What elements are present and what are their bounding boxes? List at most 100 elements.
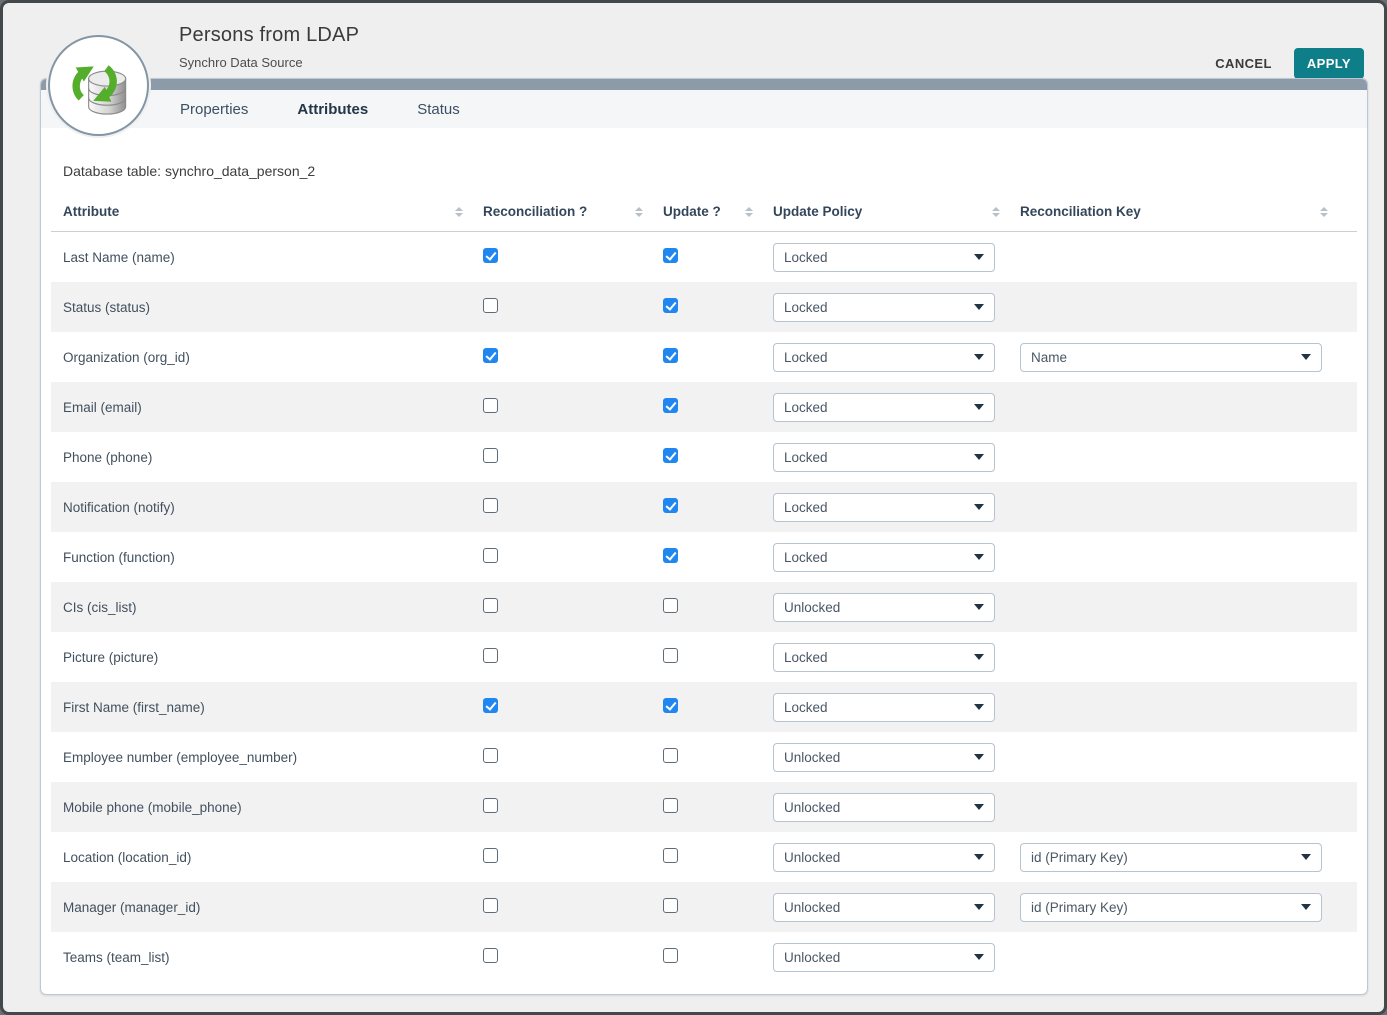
update-checkbox[interactable] [663,498,678,513]
sort-icon[interactable] [1318,205,1330,219]
update-policy-select[interactable]: Unlocked [773,792,995,822]
update-cell [651,548,761,566]
update-cell [651,348,761,366]
update-checkbox[interactable] [663,798,678,813]
update-checkbox[interactable] [663,948,678,963]
table-row: Notification (notify) Locked [51,482,1357,532]
update-policy-select[interactable]: Unlocked [773,842,995,872]
update-policy-select[interactable]: Unlocked [773,742,995,772]
update-policy-select[interactable]: Unlocked [773,892,995,922]
tab-accent-bar [41,79,1367,90]
update-checkbox[interactable] [663,348,678,363]
reconciliation-checkbox[interactable] [483,798,498,813]
reconciliation-checkbox[interactable] [483,448,498,463]
update-checkbox[interactable] [663,598,678,613]
reconciliation-checkbox[interactable] [483,648,498,663]
update-policy-cell: Locked [761,242,1008,272]
chevron-down-icon [974,504,984,510]
apply-button[interactable]: APPLY [1293,48,1364,79]
chevron-down-icon [974,554,984,560]
reconciliation-key-select[interactable]: id (Primary Key) [1020,892,1322,922]
update-policy-select[interactable]: Locked [773,642,995,672]
update-checkbox[interactable] [663,248,678,263]
reconciliation-cell [471,898,651,916]
reconciliation-checkbox[interactable] [483,898,498,913]
reconciliation-cell [471,248,651,266]
attribute-name: Function (function) [63,549,175,565]
chevron-down-icon [974,704,984,710]
attribute-name: Location (location_id) [63,849,192,865]
update-policy-value: Locked [784,299,828,315]
attribute-name: Manager (manager_id) [63,899,201,915]
table-row: Teams (team_list) Unlocked [51,932,1357,982]
reconciliation-checkbox[interactable] [483,598,498,613]
update-policy-cell: Locked [761,492,1008,522]
database-sync-icon [71,64,126,115]
tab-attributes[interactable]: Attributes [297,101,369,118]
update-policy-select[interactable]: Locked [773,442,995,472]
reconciliation-key-select[interactable]: Name [1020,342,1322,372]
update-policy-select[interactable]: Unlocked [773,592,995,622]
reconciliation-checkbox[interactable] [483,348,498,363]
chevron-down-icon [974,454,984,460]
chevron-down-icon [974,854,984,860]
reconciliation-cell [471,848,651,866]
chevron-down-icon [974,354,984,360]
sort-icon[interactable] [633,205,645,219]
reconciliation-checkbox[interactable] [483,748,498,763]
reconciliation-cell [471,548,651,566]
update-policy-select[interactable]: Locked [773,292,995,322]
reconciliation-cell [471,498,651,516]
reconciliation-checkbox[interactable] [483,248,498,263]
update-policy-select[interactable]: Locked [773,342,995,372]
update-policy-value: Locked [784,399,828,415]
update-checkbox[interactable] [663,748,678,763]
main-panel: Properties Attributes Status Database ta… [40,78,1368,995]
update-policy-select[interactable]: Unlocked [773,942,995,972]
sort-icon[interactable] [453,205,465,219]
update-policy-select[interactable]: Locked [773,542,995,572]
sort-icon[interactable] [990,205,1002,219]
reconciliation-key-cell: Name [1008,342,1336,372]
update-checkbox[interactable] [663,298,678,313]
update-policy-select[interactable]: Locked [773,242,995,272]
reconciliation-checkbox[interactable] [483,498,498,513]
reconciliation-checkbox[interactable] [483,948,498,963]
table-row: Employee number (employee_number) Unlocke… [51,732,1357,782]
chevron-down-icon [1301,904,1311,910]
update-policy-value: Unlocked [784,949,841,965]
update-policy-cell: Locked [761,642,1008,672]
chevron-down-icon [1301,854,1311,860]
reconciliation-checkbox[interactable] [483,848,498,863]
update-policy-select[interactable]: Locked [773,492,995,522]
update-checkbox[interactable] [663,898,678,913]
reconciliation-checkbox[interactable] [483,698,498,713]
update-policy-select[interactable]: Locked [773,692,995,722]
reconciliation-key-select[interactable]: id (Primary Key) [1020,842,1322,872]
update-policy-select[interactable]: Locked [773,392,995,422]
tab-status[interactable]: Status [417,101,460,118]
update-cell [651,898,761,916]
tab-properties[interactable]: Properties [180,101,249,118]
table-row: Location (location_id) Unlocked id (Primar… [51,832,1357,882]
sort-icon[interactable] [743,205,755,219]
chevron-down-icon [974,604,984,610]
reconciliation-checkbox[interactable] [483,298,498,313]
cancel-button[interactable]: CANCEL [1213,50,1274,77]
column-label: Attribute [63,204,120,219]
reconciliation-checkbox[interactable] [483,398,498,413]
update-checkbox[interactable] [663,448,678,463]
attribute-name: First Name (first_name) [63,699,205,715]
update-policy-cell: Locked [761,292,1008,322]
update-checkbox[interactable] [663,548,678,563]
update-checkbox[interactable] [663,698,678,713]
update-cell [651,848,761,866]
attribute-table-body: Last Name (name) Locked Status (status) Loc… [51,232,1357,982]
reconciliation-checkbox[interactable] [483,548,498,563]
update-checkbox[interactable] [663,848,678,863]
page-title: Persons from LDAP [179,24,360,46]
update-checkbox[interactable] [663,648,678,663]
update-checkbox[interactable] [663,398,678,413]
reconciliation-key-value: id (Primary Key) [1031,899,1128,915]
